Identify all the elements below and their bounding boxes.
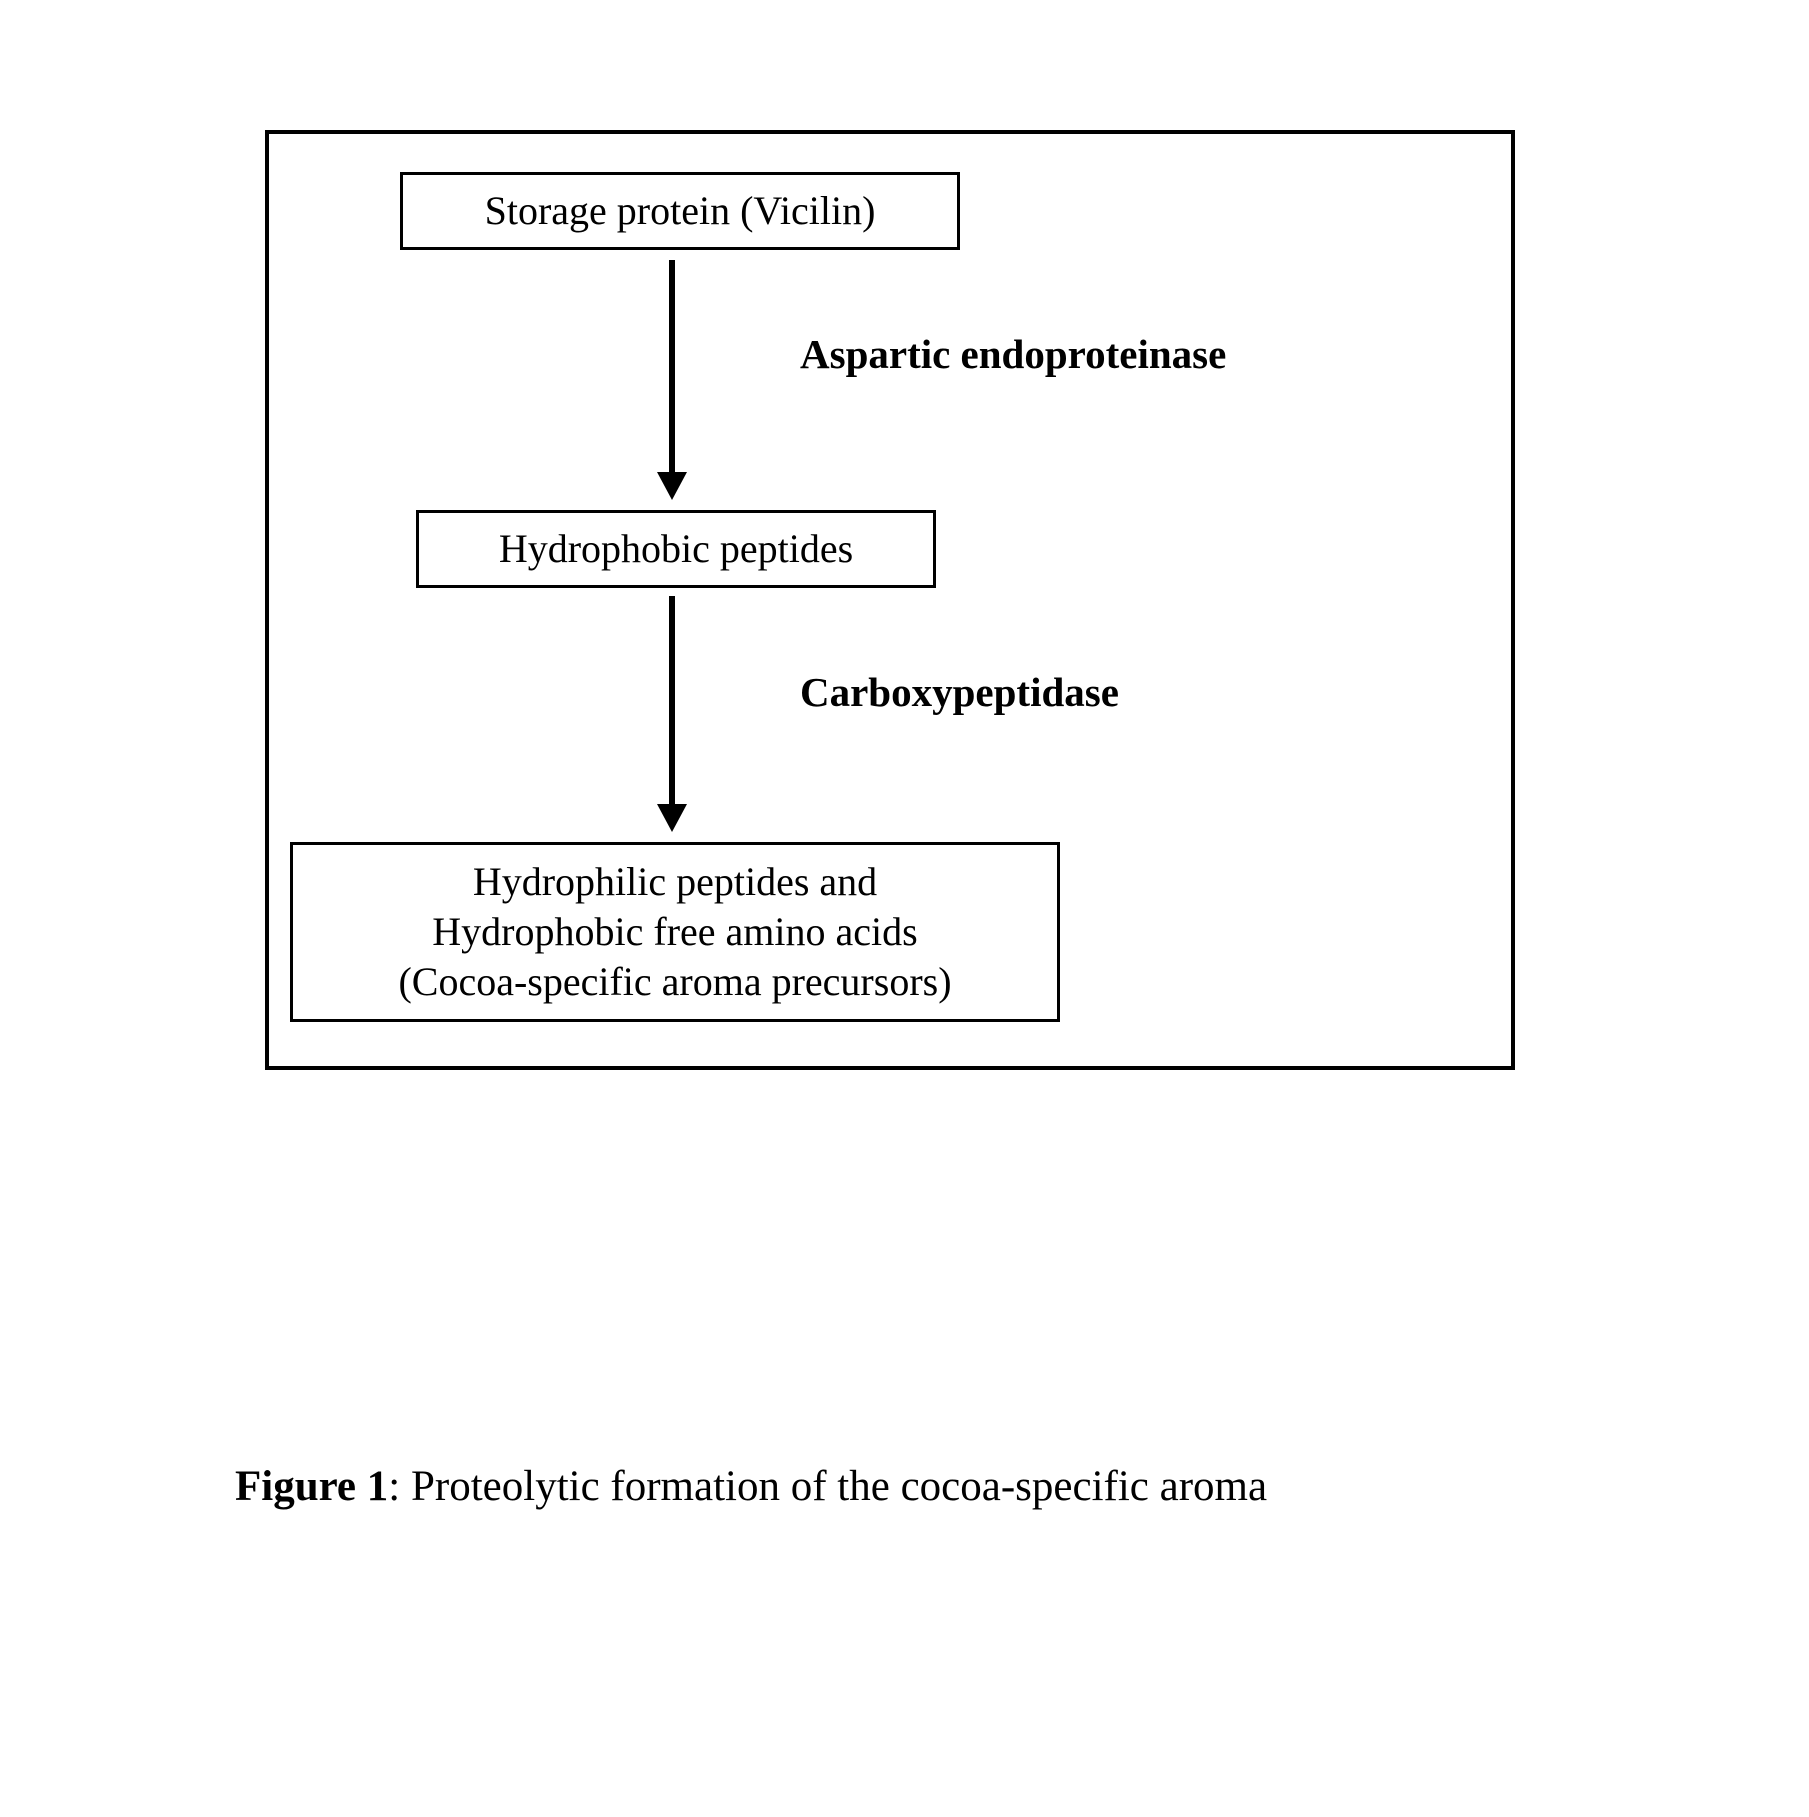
edge-label-aspartic-endoproteinase: Aspartic endoproteinase	[800, 330, 1226, 378]
arrow-2	[655, 596, 689, 832]
page: Storage protein (Vicilin) Hydrophobic pe…	[0, 0, 1809, 1817]
node-label: Hydrophilic peptides and Hydrophobic fre…	[398, 857, 951, 1007]
figure-caption: Figure 1: Proteolytic formation of the c…	[235, 1462, 1267, 1511]
caption-rest: : Proteolytic formation of the cocoa-spe…	[388, 1463, 1267, 1510]
edge-label-carboxypeptidase: Carboxypeptidase	[800, 668, 1119, 716]
node-label: Hydrophobic peptides	[499, 524, 853, 574]
edge-label-text: Carboxypeptidase	[800, 669, 1119, 715]
caption-prefix: Figure 1	[235, 1463, 388, 1510]
node-storage-protein: Storage protein (Vicilin)	[400, 172, 960, 250]
arrow-1	[655, 260, 689, 500]
edge-label-text: Aspartic endoproteinase	[800, 331, 1226, 377]
node-hydrophobic-peptides: Hydrophobic peptides	[416, 510, 936, 588]
node-label: Storage protein (Vicilin)	[485, 186, 876, 236]
node-aroma-precursors: Hydrophilic peptides and Hydrophobic fre…	[290, 842, 1060, 1022]
